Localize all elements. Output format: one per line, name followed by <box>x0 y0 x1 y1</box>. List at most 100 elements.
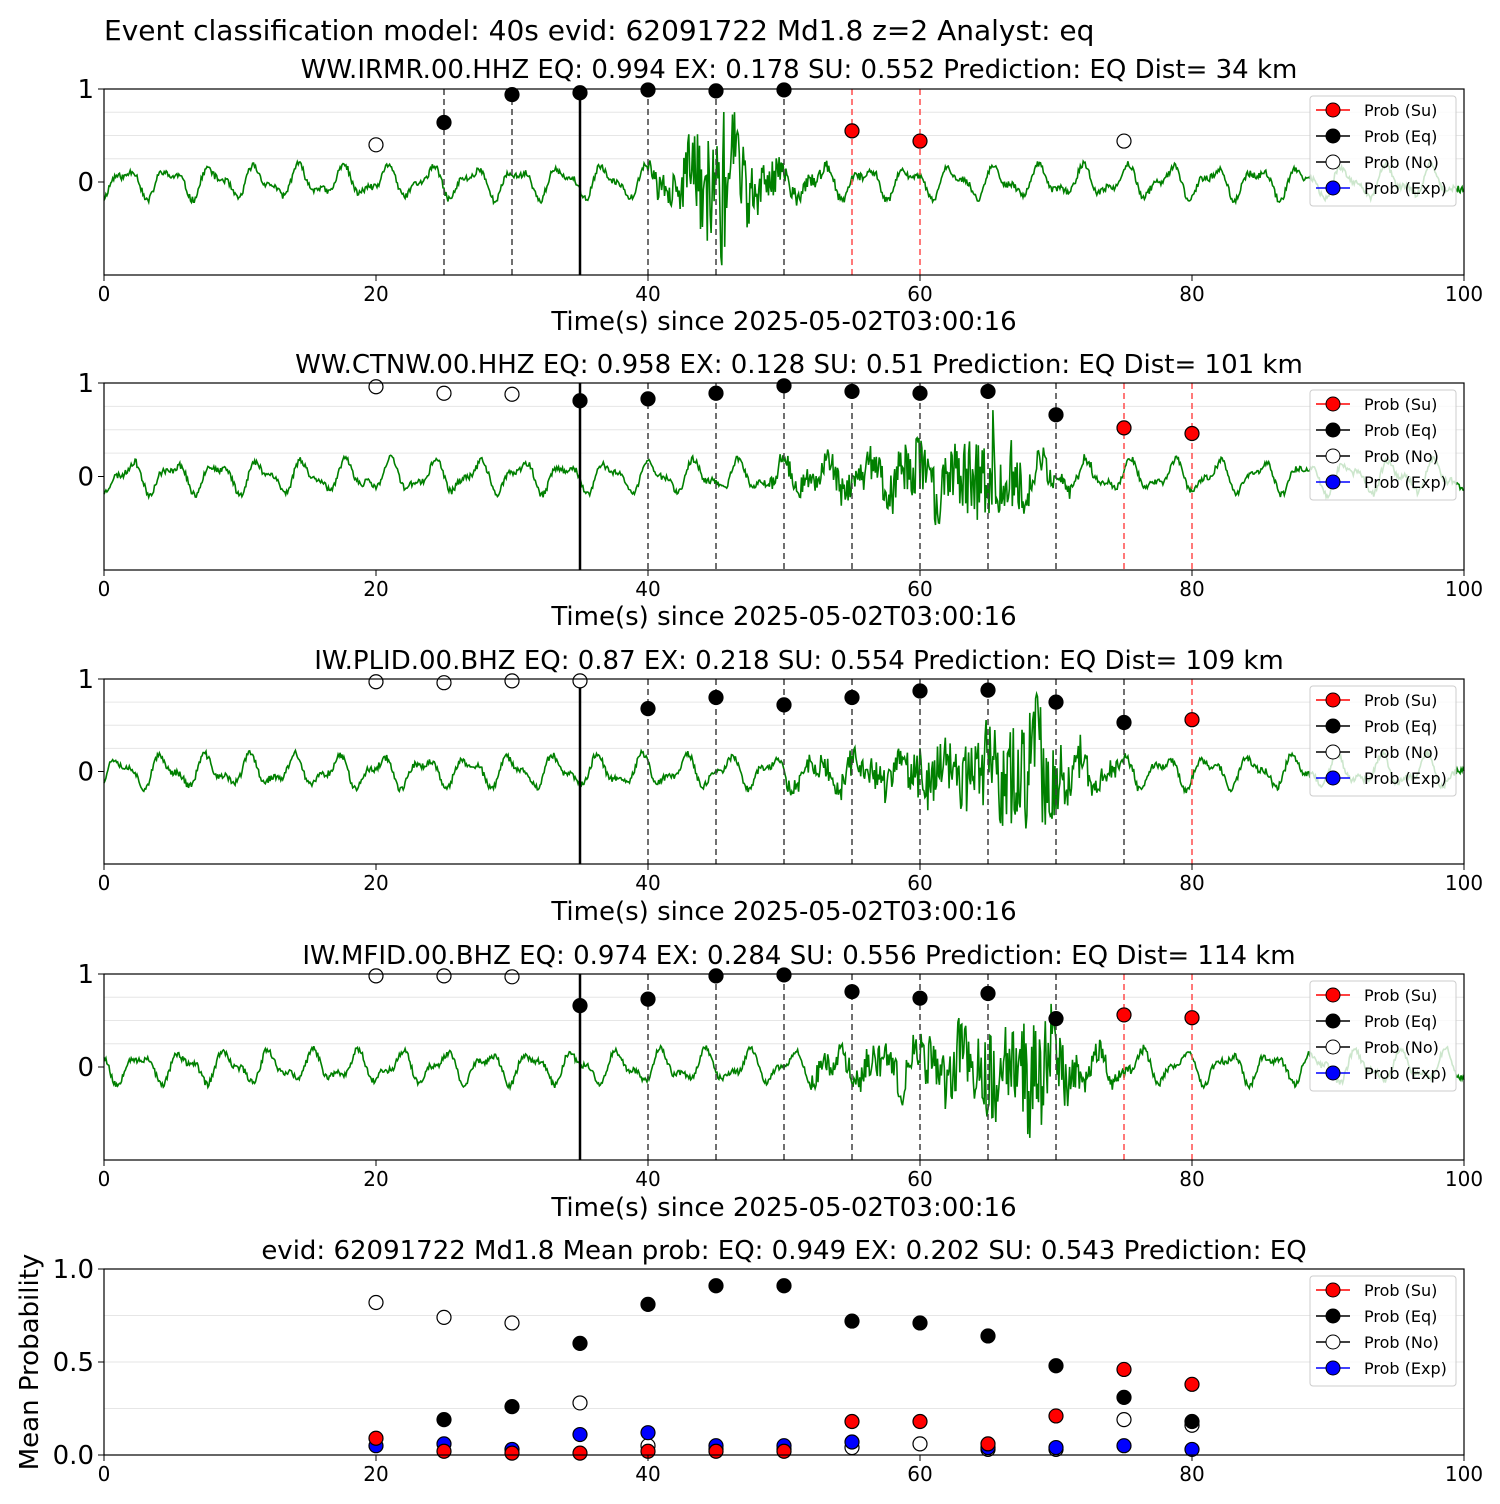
x-tick-label: 100 <box>1445 1167 1483 1191</box>
x-axis-label: Time(s) since 2025-05-02T03:00:16 <box>550 602 1016 632</box>
x-tick-label: 60 <box>907 282 932 306</box>
x-tick-label: 20 <box>363 282 388 306</box>
prob-marker-eq <box>708 1278 724 1294</box>
legend-marker <box>1325 1334 1341 1350</box>
prob-marker-su <box>368 1430 384 1446</box>
x-axis-label: Time(s) since 2025-05-02T03:00:16 <box>550 897 1016 927</box>
x-tick-label: 100 <box>1445 577 1483 601</box>
y-tick-label: 0 <box>77 758 94 788</box>
legend-label: Prob (Su) <box>1364 1281 1437 1300</box>
legend-frame <box>1309 95 1457 207</box>
legend-marker <box>1325 1039 1341 1055</box>
x-tick-label: 80 <box>1179 871 1204 895</box>
y-tick-label: 0 <box>77 1053 94 1083</box>
x-tick-label: 0 <box>98 577 111 601</box>
prob-marker-eq <box>980 985 996 1002</box>
prob-marker-eq <box>640 82 656 98</box>
prob-marker-eq <box>1048 694 1064 710</box>
legend-label: Prob (Exp) <box>1364 1064 1447 1083</box>
legend-label: Prob (Eq) <box>1364 1012 1437 1031</box>
y-tick-label: 1 <box>77 960 94 990</box>
prob-marker-eq <box>776 967 792 983</box>
legend: Prob (Su) Prob (Eq) Prob (No) Prob (Exp) <box>1309 95 1457 207</box>
legend-marker <box>1325 1013 1341 1029</box>
legend: Prob (Su) Prob (Eq) Prob (No) Prob (Exp) <box>1309 389 1457 501</box>
legend-label: Prob (No) <box>1364 1333 1439 1352</box>
prob-marker-eq <box>844 383 860 400</box>
panel-title: WW.CTNW.00.HHZ EQ: 0.958 EX: 0.128 SU: 0… <box>295 350 1303 380</box>
prob-marker-no <box>504 969 520 985</box>
prob-marker-exp <box>1116 1438 1132 1454</box>
legend-frame <box>1309 685 1457 797</box>
legend-marker <box>1325 718 1341 734</box>
prob-marker-exp <box>1184 1441 1200 1458</box>
prob-marker-eq <box>708 385 724 401</box>
prob-marker-eq <box>776 378 792 394</box>
panel-title: IW.PLID.00.BHZ EQ: 0.87 EX: 0.218 SU: 0.… <box>314 646 1284 676</box>
prob-marker-eq <box>1048 1358 1064 1374</box>
prob-marker-eq <box>776 1278 792 1294</box>
legend-label: Prob (Exp) <box>1364 179 1447 198</box>
legend-marker <box>1325 448 1341 464</box>
prob-marker-su <box>1184 1376 1200 1392</box>
y-tick-label: 0 <box>77 168 94 198</box>
x-tick-label: 0 <box>98 1167 111 1191</box>
prob-marker-eq <box>504 86 520 103</box>
prob-marker-eq <box>640 391 656 407</box>
prob-marker-no <box>504 673 520 689</box>
prob-marker-eq <box>844 984 860 1000</box>
prob-marker-eq <box>912 1315 928 1331</box>
legend-label: Prob (Eq) <box>1364 717 1437 736</box>
legend-frame <box>1309 1275 1457 1387</box>
legend: Prob (Su) Prob (Eq) Prob (No) Prob (Exp) <box>1309 980 1457 1092</box>
legend-marker <box>1325 180 1341 196</box>
x-tick-label: 40 <box>635 282 660 306</box>
legend-frame <box>1309 980 1457 1092</box>
legend-label: Prob (No) <box>1364 447 1439 466</box>
x-tick-label: 40 <box>635 1167 660 1191</box>
prob-marker-eq <box>912 385 928 401</box>
prob-marker-no <box>368 968 384 984</box>
prob-marker-no <box>436 1309 452 1325</box>
prob-marker-eq <box>640 1296 656 1312</box>
prob-marker-su <box>708 1443 724 1459</box>
prob-marker-no <box>504 1315 520 1331</box>
prob-marker-no <box>912 1436 928 1452</box>
legend: Prob (Su) Prob (Eq) Prob (No) Prob (Exp) <box>1309 685 1457 797</box>
prob-marker-exp <box>640 1425 656 1441</box>
prob-marker-eq <box>640 991 656 1007</box>
prob-marker-su <box>980 1436 996 1452</box>
legend-label: Prob (Su) <box>1364 691 1437 710</box>
legend-label: Prob (Exp) <box>1364 473 1447 492</box>
legend-marker <box>1325 154 1341 170</box>
prob-marker-eq <box>980 1328 996 1344</box>
x-tick-label: 100 <box>1445 282 1483 306</box>
station-panel-2: WW.CTNW.00.HHZ EQ: 0.958 EX: 0.128 SU: 0… <box>77 350 1483 632</box>
legend-label: Prob (Eq) <box>1364 127 1437 146</box>
y-tick-label: 1 <box>77 665 94 695</box>
legend-label: Prob (Su) <box>1364 101 1437 120</box>
legend-marker <box>1325 1308 1341 1324</box>
legend-label: Prob (Su) <box>1364 395 1437 414</box>
panel-title: IW.MFID.00.BHZ EQ: 0.974 EX: 0.284 SU: 0… <box>302 941 1295 971</box>
x-tick-label: 80 <box>1179 1167 1204 1191</box>
prob-marker-su <box>504 1445 520 1461</box>
x-tick-label: 60 <box>907 1462 932 1486</box>
prob-marker-su <box>436 1443 452 1459</box>
prob-marker-eq <box>708 689 724 706</box>
prob-marker-exp <box>1048 1439 1064 1456</box>
x-tick-label: 60 <box>907 577 932 601</box>
prob-marker-su <box>844 123 860 139</box>
x-tick-label: 20 <box>363 871 388 895</box>
prob-marker-su <box>1184 425 1200 442</box>
x-tick-label: 80 <box>1179 282 1204 306</box>
station-panel-3: IW.PLID.00.BHZ EQ: 0.87 EX: 0.218 SU: 0.… <box>77 646 1483 927</box>
prob-marker-exp <box>844 1434 860 1450</box>
prob-marker-no <box>436 385 452 401</box>
legend-marker <box>1325 987 1341 1003</box>
x-tick-label: 20 <box>363 1462 388 1486</box>
prob-marker-no <box>1116 133 1132 149</box>
prob-marker-su <box>1116 420 1132 436</box>
